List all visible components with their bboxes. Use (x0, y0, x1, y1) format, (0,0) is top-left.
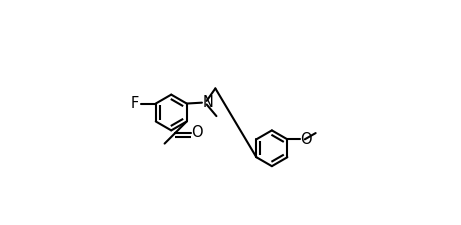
Text: N: N (203, 95, 214, 110)
Text: O: O (301, 132, 312, 147)
Text: O: O (191, 125, 203, 140)
Text: F: F (130, 96, 139, 111)
